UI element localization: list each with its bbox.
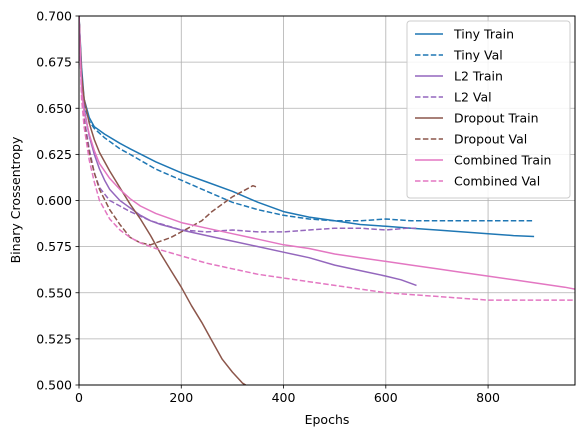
y-tick-label: 0.500 bbox=[36, 378, 72, 393]
series-line-dropout-val bbox=[79, 16, 259, 246]
series-lines bbox=[79, 16, 575, 385]
legend-label: Combined Train bbox=[454, 153, 551, 168]
x-tick-label: 800 bbox=[476, 390, 500, 405]
x-axis-label: Epochs bbox=[305, 412, 350, 427]
series-line-tiny-train bbox=[79, 16, 535, 238]
legend-label: Tiny Val bbox=[453, 48, 503, 63]
series-line-combined-train bbox=[79, 16, 575, 290]
legend: Tiny Train Tiny Val L2 Train L2 Val Dropout … bbox=[406, 20, 571, 199]
series-line-combined-val bbox=[79, 16, 575, 301]
y-axis-label: Binary Crossentropy bbox=[8, 136, 23, 263]
series-line-l2-val bbox=[79, 16, 417, 233]
y-tick-label: 0.525 bbox=[36, 331, 72, 346]
y-tick-label: 0.700 bbox=[36, 9, 72, 24]
y-tick-label: 0.675 bbox=[36, 55, 72, 70]
x-tick-label: 600 bbox=[374, 390, 398, 405]
series-line-tiny-val bbox=[79, 16, 535, 222]
y-tick-label: 0.575 bbox=[36, 239, 72, 254]
legend-box bbox=[406, 20, 571, 199]
legend-label: Dropout Val bbox=[454, 132, 527, 147]
axis-ticks: 0 200 400 600 800 0.500 0.525 0.550 0.575 0.600 0.… bbox=[36, 9, 500, 406]
x-tick-label: 200 bbox=[169, 390, 193, 405]
legend-label: Dropout Train bbox=[454, 111, 539, 126]
legend-label: L2 Val bbox=[454, 90, 492, 105]
x-tick-label: 400 bbox=[272, 390, 296, 405]
series-line-dropout-train bbox=[79, 16, 247, 385]
legend-label: L2 Train bbox=[454, 69, 503, 84]
y-tick-label: 0.625 bbox=[36, 147, 72, 162]
y-tick-label: 0.650 bbox=[36, 101, 72, 116]
x-tick-label: 0 bbox=[75, 390, 83, 405]
legend-label: Tiny Train bbox=[453, 27, 514, 42]
y-tick-label: 0.600 bbox=[36, 193, 72, 208]
y-tick-label: 0.550 bbox=[36, 285, 72, 300]
legend-label: Combined Val bbox=[454, 174, 540, 189]
